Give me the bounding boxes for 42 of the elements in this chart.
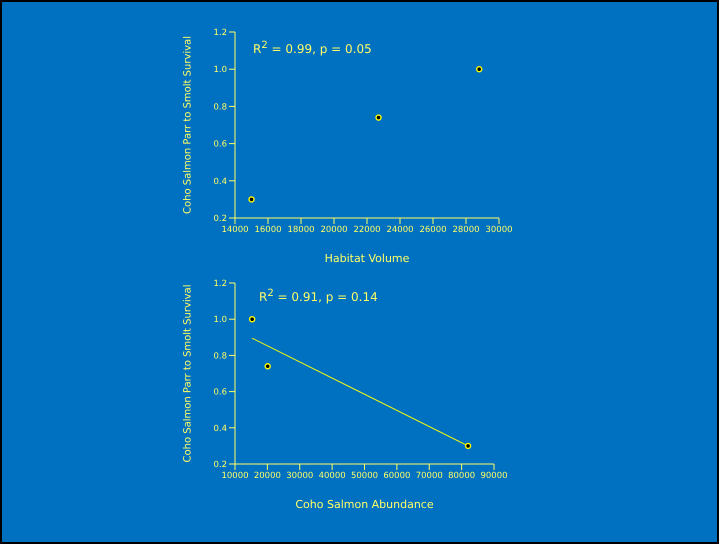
x-tick-label: 24000 [386,225,414,236]
x-axis-title: Habitat Volume [324,252,410,265]
annotation: R$^{2}$ = 0.91, p = 0.14 [259,288,378,304]
y-tick-label: 0.8 [213,351,227,362]
x-tick-label: 16000 [254,225,282,236]
x-tick-label: 70000 [416,471,443,482]
y-axis-title: Coho Salmon Parr to Smolt Survival [182,284,194,462]
y-axis-title: Coho Salmon Parr to Smolt Survival [182,36,194,214]
x-tick-label: 26000 [419,225,447,236]
x-tick-label: 28000 [452,225,480,236]
x-tick-label: 30000 [286,471,314,482]
x-axis-title: Coho Salmon Abundance [295,498,434,511]
x-tick-label: 10000 [221,471,249,482]
x-tick-label: 14000 [221,225,249,236]
point [248,316,256,322]
x-tick-label: 30000 [485,225,513,236]
x-tick-label: 40000 [318,471,346,482]
y-tick-label: 1.2 [213,28,227,38]
point [248,196,255,203]
point [375,114,382,121]
x-tick-label: 80000 [448,471,476,482]
y-tick-label: 0.2 [213,214,227,224]
y-tick-label: 0.8 [213,102,227,112]
y-tick-label: 1.0 [213,315,227,326]
x-tick-label: 50000 [350,471,378,482]
x-tick-label: 20000 [254,471,281,482]
point [464,442,472,450]
y-tick-label: 0.4 [213,424,227,434]
point [264,363,271,370]
y-tick-label: 0.4 [213,176,227,187]
x-tick-label: 20000 [320,225,348,236]
y-tick-label: 1.0 [213,65,227,76]
y-tick-label: 0.6 [213,140,227,150]
y-tick-label: 0.2 [213,460,227,470]
x-tick-label: 90000 [480,471,508,482]
point [476,66,482,72]
annotation: R$^{2}$ = 0.99, p = 0.05 [253,40,372,56]
y-tick-label: 1.2 [213,279,227,290]
x-tick-label: 22000 [353,225,381,236]
x-tick-label: 18000 [287,225,315,236]
y-tick-label: 0.6 [213,388,227,398]
x-tick-label: 60000 [383,471,410,482]
